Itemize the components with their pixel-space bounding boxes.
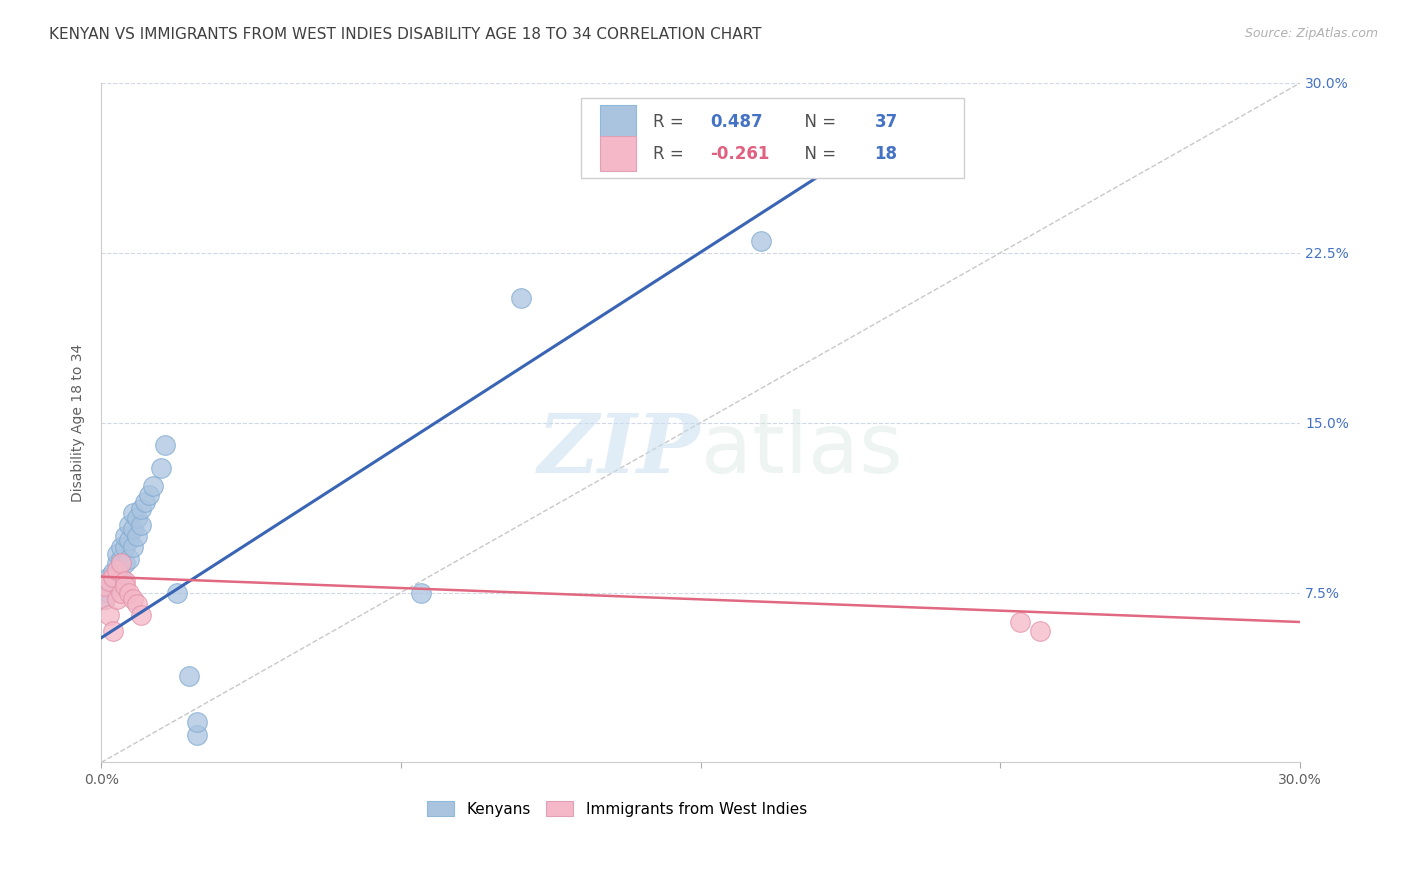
Point	[186, 728, 208, 742]
Point	[110, 570, 132, 584]
Text: N =: N =	[794, 113, 842, 131]
Text: Source: ZipAtlas.com: Source: ZipAtlas.com	[1244, 27, 1378, 40]
Point	[98, 574, 121, 589]
Point	[122, 541, 145, 555]
Point	[103, 624, 125, 638]
Point	[127, 511, 149, 525]
Point	[150, 461, 173, 475]
Point	[118, 533, 141, 548]
Point	[409, 585, 432, 599]
FancyBboxPatch shape	[581, 98, 965, 178]
Point	[127, 597, 149, 611]
Point	[134, 495, 156, 509]
Point	[166, 585, 188, 599]
Text: 0.487: 0.487	[710, 113, 763, 131]
Point	[118, 517, 141, 532]
Point	[105, 563, 128, 577]
Point	[114, 529, 136, 543]
Point	[127, 529, 149, 543]
Point	[122, 522, 145, 536]
Point	[98, 570, 121, 584]
Y-axis label: Disability Age 18 to 34: Disability Age 18 to 34	[72, 343, 86, 502]
Point	[129, 501, 152, 516]
Text: R =: R =	[652, 113, 689, 131]
Point	[103, 570, 125, 584]
Point	[110, 551, 132, 566]
Point	[118, 551, 141, 566]
Bar	[600, 105, 636, 141]
Point	[105, 592, 128, 607]
Point	[142, 479, 165, 493]
Point	[509, 291, 531, 305]
Point	[1010, 615, 1032, 629]
Point	[105, 556, 128, 570]
Point	[110, 585, 132, 599]
Text: KENYAN VS IMMIGRANTS FROM WEST INDIES DISABILITY AGE 18 TO 34 CORRELATION CHART: KENYAN VS IMMIGRANTS FROM WEST INDIES DI…	[49, 27, 762, 42]
Point	[103, 565, 125, 579]
Point	[114, 574, 136, 589]
Text: ZIP: ZIP	[538, 409, 700, 490]
Point	[94, 579, 117, 593]
Text: R =: R =	[652, 145, 689, 163]
Legend: Kenyans, Immigrants from West Indies: Kenyans, Immigrants from West Indies	[420, 795, 813, 822]
Point	[103, 579, 125, 593]
Point	[138, 488, 160, 502]
Point	[114, 579, 136, 593]
Point	[179, 669, 201, 683]
Point	[105, 547, 128, 561]
Point	[94, 581, 117, 595]
Text: -0.261: -0.261	[710, 145, 769, 163]
Point	[94, 592, 117, 607]
Point	[105, 574, 128, 589]
Point	[114, 541, 136, 555]
Point	[129, 517, 152, 532]
Point	[110, 541, 132, 555]
Text: 18: 18	[875, 145, 897, 163]
Text: N =: N =	[794, 145, 842, 163]
Point	[186, 714, 208, 729]
Point	[114, 556, 136, 570]
Text: 37: 37	[875, 113, 898, 131]
Point	[122, 592, 145, 607]
Point	[153, 438, 176, 452]
Point	[110, 556, 132, 570]
Text: atlas: atlas	[700, 409, 903, 491]
Point	[129, 608, 152, 623]
Point	[1029, 624, 1052, 638]
Point	[749, 235, 772, 249]
Point	[98, 608, 121, 623]
Point	[118, 585, 141, 599]
Bar	[600, 136, 636, 171]
Point	[94, 592, 117, 607]
Point	[98, 585, 121, 599]
Point	[122, 506, 145, 520]
